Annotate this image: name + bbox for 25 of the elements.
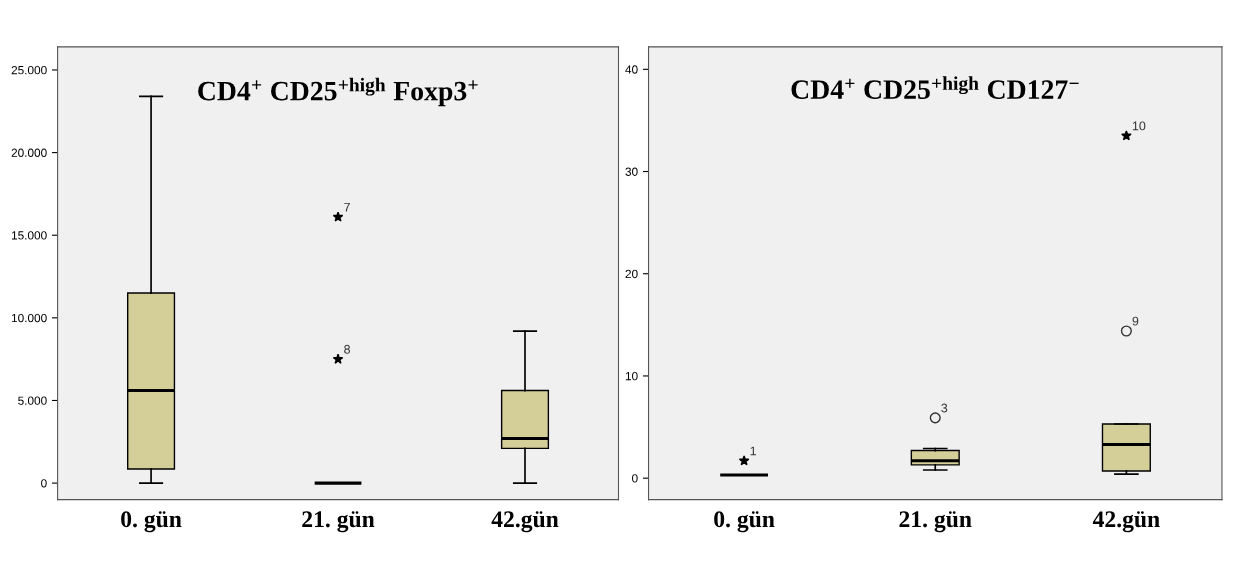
y-tick-label: 10.000 xyxy=(11,313,47,323)
y-tick-label: 5.000 xyxy=(18,396,47,405)
x-tick-label: 42.gün xyxy=(491,511,559,533)
y-tick-label: 20 xyxy=(625,269,638,279)
y-tick-label: 0 xyxy=(632,474,638,483)
annotation: 7 xyxy=(344,202,350,212)
annotation: 1 xyxy=(750,446,756,456)
y-tick-label: 30 xyxy=(625,167,638,176)
x-tick-label: 21. gün xyxy=(899,511,972,533)
annotation: 10 xyxy=(1132,121,1146,131)
annotation: 3 xyxy=(941,403,948,413)
x-tick-label: 0. gün xyxy=(714,511,775,533)
y-tick-label: 40 xyxy=(625,65,638,74)
y-tick-label: 10 xyxy=(625,371,638,381)
y-tick-label: 25.000 xyxy=(11,65,47,75)
text: CD4$^{+}$ CD25$^{+high}$ CD127$^{−}$ xyxy=(791,76,1079,99)
y-tick-label: 0 xyxy=(41,479,47,488)
y-tick-label: 20.000 xyxy=(11,148,47,157)
y-tick-label: 15.000 xyxy=(11,231,47,240)
annotation: 8 xyxy=(344,344,350,354)
annotation: 9 xyxy=(1132,316,1139,326)
x-tick-label: 21. gün xyxy=(302,511,375,533)
x-tick-label: 42.gün xyxy=(1092,511,1160,533)
x-tick-label: 0. gün xyxy=(121,511,182,533)
text: CD4$^{+}$ CD25$^{+high}$ Foxp3$^{+}$ xyxy=(198,77,478,107)
